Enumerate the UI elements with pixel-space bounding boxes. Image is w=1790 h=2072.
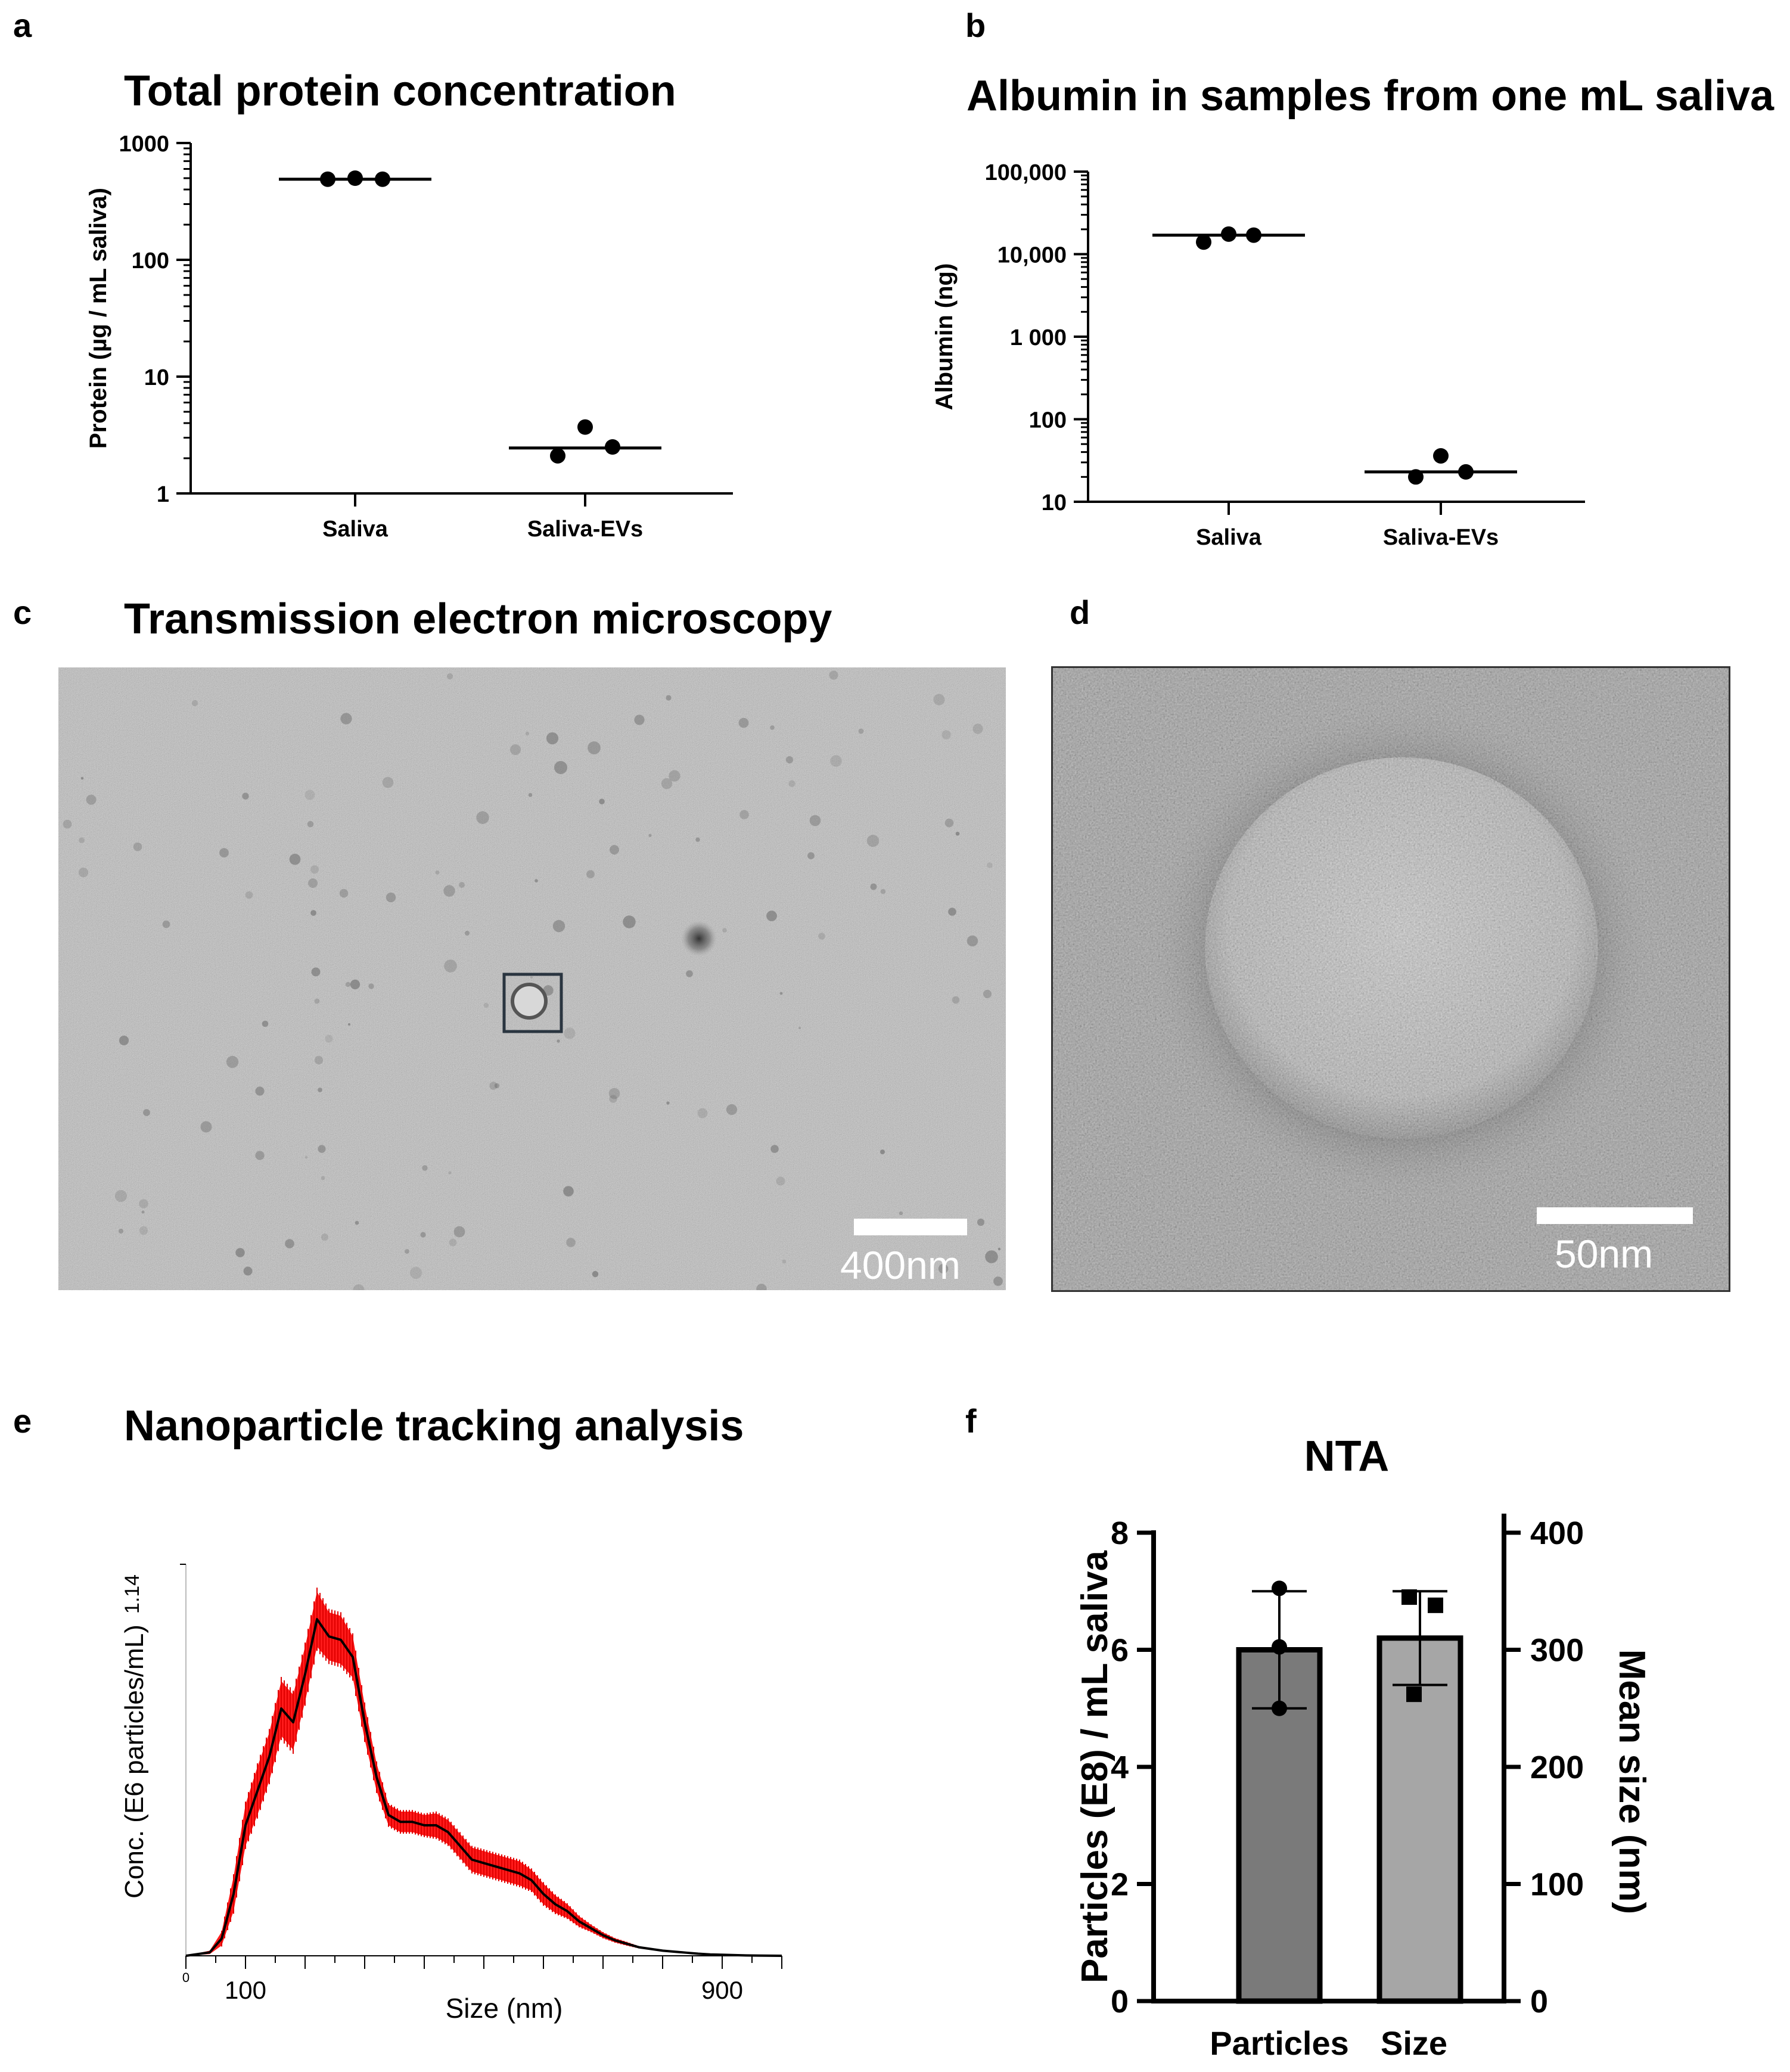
- y-tick-label: 1 000: [1010, 325, 1067, 350]
- y-tick-label: 100: [132, 248, 169, 274]
- left-y-tick-label: 0: [1111, 1984, 1129, 2020]
- left-y-tick-label: 6: [1111, 1633, 1129, 1669]
- x-tick-label: Saliva-EVs: [527, 517, 643, 542]
- y-tick-label: 100,000: [985, 160, 1067, 185]
- data-point: [1428, 1597, 1443, 1613]
- y-axis-label: Albumin (ng): [931, 263, 958, 411]
- data-point: [1272, 1580, 1287, 1596]
- data-point: [1401, 1589, 1417, 1605]
- panel-label-a: a: [13, 7, 32, 44]
- left-y-axis-label: Particles (E8) / mL saliva: [1074, 1550, 1115, 1983]
- data-point: [1272, 1639, 1287, 1655]
- panel-a-chart: 1 10 100 1000 Saliva Saliva-EVs Protein (µg / …: [85, 132, 733, 542]
- panel-b-chart: 10 100 1 000 10,000 100,000 Saliva Saliva-EVs A…: [931, 160, 1585, 550]
- data-point: [1458, 464, 1474, 480]
- mean-line: [185, 1618, 782, 1957]
- panel-b-title: Albumin in samples from one mL saliva: [967, 72, 1775, 120]
- panel-f-chart: NTA 0 2 4 6 8 0 100 200 300 400 Particles Size Partic…: [1074, 1433, 1652, 2062]
- x-tick-label: Size: [1381, 2024, 1447, 2062]
- panel-label-e: e: [13, 1402, 32, 1440]
- chart-title: NTA: [1304, 1433, 1390, 1480]
- x-tick-label: Particles: [1210, 2024, 1349, 2062]
- panel-e-chart: 0 100 900 1.14 Conc. (E6 particles/mL) Size (…: [120, 1564, 782, 2024]
- data-point: [347, 170, 363, 187]
- tem-debris: [63, 670, 1003, 1290]
- x-tick-label: Saliva-EVs: [1383, 525, 1499, 550]
- y-tick-label: 1: [157, 482, 169, 507]
- panel-label-b: b: [965, 7, 986, 44]
- error-band: [186, 1592, 782, 1956]
- x-tick-label: 0: [182, 1970, 189, 1985]
- y-tick-label: 10: [1042, 490, 1067, 515]
- y-tick-label: 100: [1029, 408, 1067, 433]
- data-point: [1246, 227, 1261, 243]
- x-tick-label: Saliva: [322, 517, 389, 542]
- tem-vesicle: [511, 983, 548, 1020]
- data-point: [1433, 448, 1449, 464]
- left-y-tick-label: 2: [1111, 1867, 1129, 1903]
- right-y-tick-label: 200: [1530, 1750, 1584, 1785]
- panel-a-title: Total protein concentration: [124, 67, 676, 115]
- data-point: [1406, 1686, 1422, 1703]
- y-tick-label: 10: [144, 365, 169, 390]
- x-axis-label: Size (nm): [446, 1993, 563, 2024]
- left-y-tick-label: 8: [1111, 1515, 1129, 1551]
- data-point: [1272, 1700, 1287, 1716]
- scale-bar-c: [854, 1219, 967, 1235]
- data-point: [1196, 234, 1211, 250]
- y-axis-label: Conc. (E6 particles/mL): [120, 1624, 149, 1899]
- data-point: [577, 419, 593, 435]
- data-point: [550, 448, 565, 464]
- tem-dark-particle: [681, 921, 717, 956]
- x-tick-label: Saliva: [1196, 525, 1262, 550]
- panel-label-f: f: [965, 1402, 977, 1440]
- right-y-tick-label: 300: [1530, 1633, 1584, 1669]
- panel-label-c: c: [13, 594, 32, 631]
- y-axis-label: Protein (µg / mL saliva): [85, 188, 111, 449]
- right-y-tick-label: 100: [1530, 1867, 1584, 1903]
- data-point: [1408, 469, 1424, 485]
- right-y-tick-label: 400: [1530, 1515, 1584, 1551]
- right-y-tick-label: 0: [1530, 1984, 1548, 2020]
- scale-bar-d: [1537, 1207, 1693, 1224]
- right-y-axis-label: Mean size (nm): [1611, 1649, 1652, 1914]
- y-tick-label: 1.14: [121, 1574, 144, 1614]
- scale-label-c: 400nm: [840, 1243, 961, 1287]
- scale-label-d: 50nm: [1555, 1232, 1654, 1276]
- data-point: [320, 171, 335, 187]
- tem-zoom-box: [502, 973, 563, 1033]
- x-tick-label: 100: [225, 1976, 266, 2004]
- tem-overview-image: 400nm: [58, 667, 1006, 1290]
- panel-c-title: Transmission electron microscopy: [124, 595, 832, 643]
- data-point: [375, 171, 390, 187]
- data-point: [1221, 226, 1236, 242]
- y-tick-label: 10,000: [997, 243, 1067, 268]
- tem-vesicle-zoom-image: 50nm: [1051, 666, 1730, 1292]
- left-y-tick-label: 4: [1111, 1750, 1129, 1785]
- x-tick-label: 900: [701, 1976, 743, 2004]
- data-point: [605, 439, 620, 455]
- y-tick-label: 1000: [119, 132, 169, 157]
- panel-e-title: Nanoparticle tracking analysis: [124, 1402, 744, 1450]
- panel-label-d: d: [1070, 594, 1090, 631]
